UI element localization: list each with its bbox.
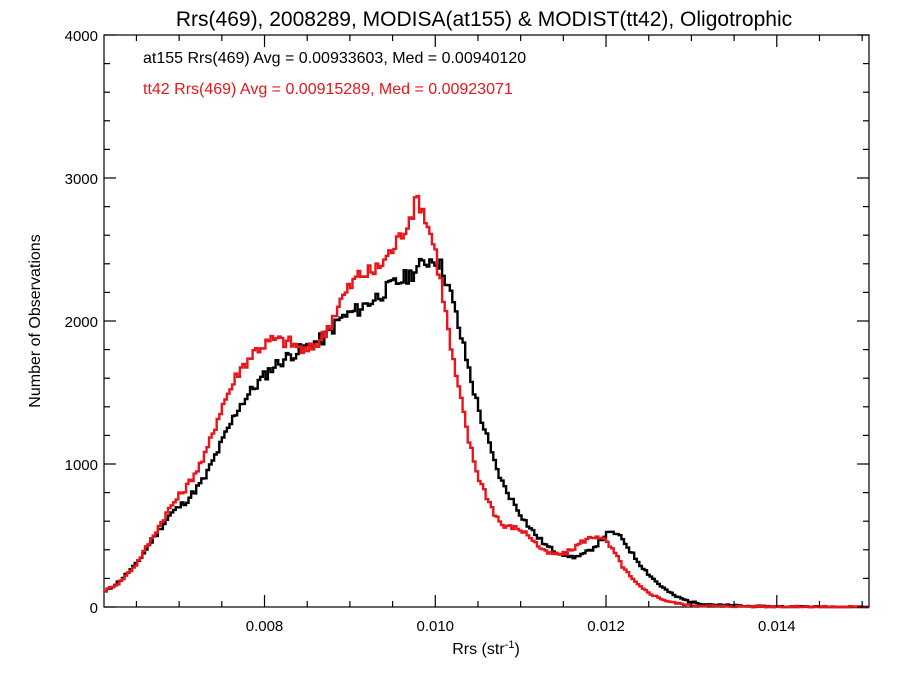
series-line-1: [104, 194, 869, 609]
x-axis-label-tail: ): [514, 641, 519, 658]
y-tick-label: 1000: [65, 457, 98, 474]
x-tick-label: 0.010: [416, 618, 454, 635]
annotation-at155: at155 Rrs(469) Avg = 0.00933603, Med = 0…: [143, 50, 526, 67]
x-axis-label-superscript: -1: [505, 639, 515, 651]
series-layer: [104, 194, 869, 609]
annotation-tt42: tt42 Rrs(469) Avg = 0.00915289, Med = 0.…: [143, 81, 513, 98]
x-axis-label-main: Rrs (str: [452, 641, 505, 658]
y-tick-label: 2000: [65, 314, 98, 331]
y-axis-label: Number of Observations: [27, 234, 44, 407]
x-axis-ticks: 0.008 0.010 0.012 0.014: [135, 35, 863, 635]
y-axis-ticks: 0 1000 2000 3000 4000: [65, 28, 869, 617]
plot-frame: [103, 34, 870, 608]
series-line-0: [104, 257, 869, 609]
x-tick-label: 0.014: [758, 618, 796, 635]
y-tick-label: 3000: [65, 171, 98, 188]
x-tick-label: 0.012: [587, 618, 625, 635]
x-tick-label: 0.008: [246, 618, 284, 635]
chart-title: Rrs(469), 2008289, MODISA(at155) & MODIS…: [176, 8, 792, 31]
y-tick-label: 4000: [65, 28, 98, 45]
y-tick-label: 0: [90, 600, 98, 617]
x-axis-label: Rrs (str-1): [452, 639, 520, 658]
